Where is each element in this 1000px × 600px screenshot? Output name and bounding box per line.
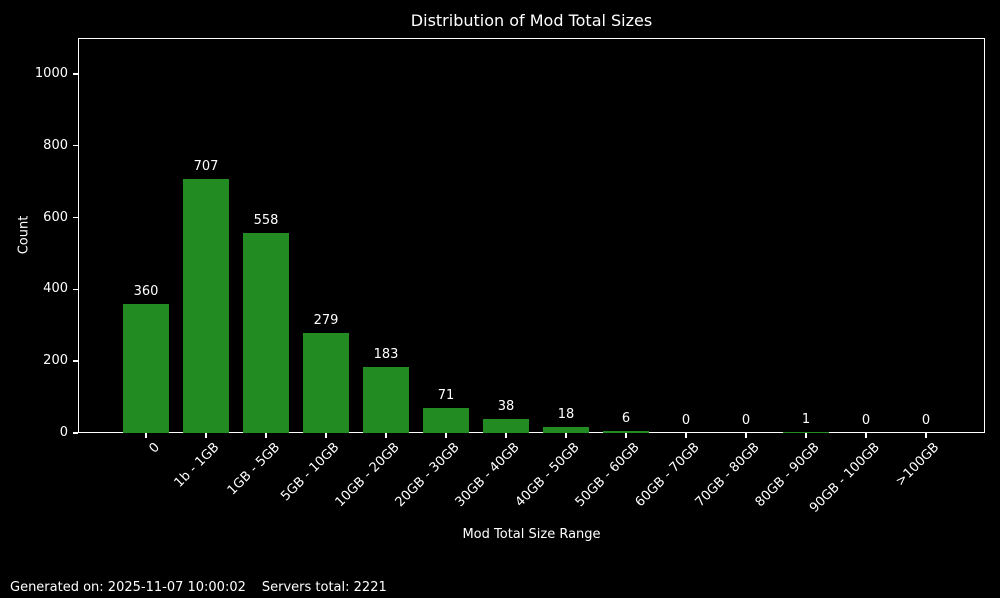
x-axis-label: Mod Total Size Range — [462, 527, 601, 542]
bottom-border-line — [0, 598, 1000, 600]
plot-area — [78, 38, 985, 433]
bar-value-label: 18 — [557, 406, 575, 422]
x-tick-mark — [265, 433, 267, 438]
bar — [543, 426, 589, 433]
bar — [183, 179, 229, 433]
bar — [423, 407, 469, 433]
x-tick-mark — [505, 433, 507, 438]
x-tick-mark — [685, 433, 687, 438]
bar — [603, 430, 649, 433]
bar — [363, 367, 409, 433]
x-tick-label: 0 — [146, 440, 163, 457]
bar — [243, 232, 289, 433]
x-tick-mark — [805, 433, 807, 438]
bar-value-label: 707 — [193, 159, 219, 175]
y-tick-label: 0 — [59, 425, 68, 440]
y-tick-mark — [73, 288, 78, 291]
x-tick-mark — [865, 433, 867, 438]
bar-value-label: 279 — [313, 312, 339, 328]
bar-value-label: 183 — [373, 347, 399, 363]
x-tick-mark — [325, 433, 327, 438]
bar — [483, 419, 529, 433]
x-tick-mark — [385, 433, 387, 438]
bar-value-label: 558 — [253, 212, 279, 228]
bar-value-label: 38 — [497, 399, 515, 415]
footer: Generated on: 2025-11-07 10:00:02 Servers… — [10, 580, 387, 595]
generated-timestamp: Generated on: 2025-11-07 10:00:02 — [10, 580, 246, 595]
x-tick-mark — [925, 433, 927, 438]
x-tick-mark — [565, 433, 567, 438]
y-tick-label: 1000 — [34, 65, 68, 81]
bar-value-label: 0 — [921, 413, 931, 428]
y-tick-mark — [73, 216, 78, 219]
x-tick-mark — [625, 433, 627, 438]
chart-title: Distribution of Mod Total Sizes — [410, 11, 653, 30]
bar — [123, 303, 169, 433]
bar-value-label: 0 — [861, 413, 871, 428]
servers-total-text: Servers total: 2221 — [261, 580, 387, 595]
x-tick-mark — [145, 433, 147, 438]
x-tick-label: 1b - 1GB — [171, 440, 223, 491]
bar-value-label: 71 — [437, 387, 455, 403]
y-tick-label: 200 — [43, 353, 68, 369]
x-tick-mark — [205, 433, 207, 438]
bar-value-label: 0 — [681, 413, 691, 428]
y-tick-mark — [73, 73, 78, 75]
x-tick-mark — [745, 433, 747, 438]
y-tick-label: 800 — [43, 137, 68, 153]
y-tick-mark — [73, 144, 78, 147]
bar — [783, 432, 829, 433]
y-tick-mark — [73, 432, 78, 434]
bar-value-label: 360 — [133, 283, 159, 299]
y-tick-label: 600 — [43, 209, 68, 225]
bar-value-label: 6 — [621, 410, 631, 426]
x-tick-mark — [445, 433, 447, 438]
bar — [303, 332, 349, 433]
x-tick-label: 5GB - 10GB — [278, 440, 343, 505]
x-tick-label: 1GB - 5GB — [224, 440, 283, 499]
x-tick-label: >100GB — [893, 440, 943, 490]
bar-value-label: 1 — [801, 412, 811, 427]
y-tick-label: 400 — [43, 281, 68, 297]
bar-value-label: 0 — [741, 413, 751, 428]
y-tick-mark — [73, 360, 78, 362]
